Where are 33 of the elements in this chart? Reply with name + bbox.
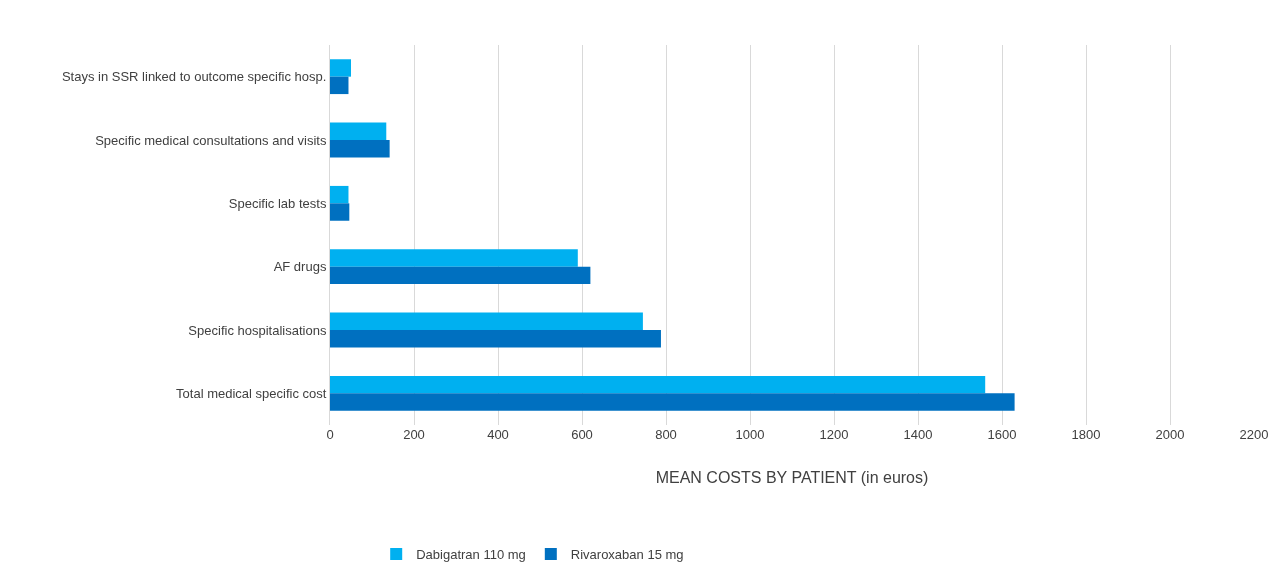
x-tick-label: 200 [403, 427, 425, 442]
x-tick-label: 1400 [903, 427, 933, 442]
bar [330, 330, 661, 348]
x-tick-label: 400 [487, 427, 509, 442]
x-tick-label: 2000 [1155, 427, 1185, 442]
x-tick-label: 2200 [1239, 427, 1269, 442]
x-tick-label: 1600 [987, 427, 1017, 442]
bar [330, 122, 387, 140]
y-tick-label: AF drugs [273, 259, 327, 275]
x-tick-label: 1200 [819, 427, 849, 442]
x-axis-title: MEAN COSTS BY PATIENT (in euros) [655, 468, 929, 486]
bar [330, 203, 350, 221]
bar [330, 185, 349, 204]
bar [330, 59, 351, 77]
x-tick-label: 1000 [735, 427, 765, 442]
y-tick-label: Specific medical consultations and visits [95, 132, 327, 148]
y-tick-label: Specific hospitalisations [188, 322, 327, 338]
x-tick-label: 600 [571, 427, 593, 442]
x-tick-label: 0 [326, 427, 334, 442]
x-tick-label: 1800 [1071, 427, 1101, 442]
y-tick-label: Total medical specific cost [176, 385, 327, 401]
bar [330, 312, 643, 330]
x-tick-label: 800 [655, 427, 677, 442]
bar [330, 249, 578, 267]
y-tick-label: Specific lab tests [228, 195, 327, 211]
y-tick-label: Stays in SSR linked to outcome specific hosp. [61, 69, 327, 85]
bar [330, 393, 1015, 411]
bar [330, 375, 986, 394]
bar [330, 266, 591, 285]
legend-label: Dabigatran 110 mg [416, 547, 526, 563]
bar [330, 76, 349, 95]
bar [330, 140, 390, 158]
legend-label: Rivaroxaban 15 mg [570, 547, 684, 563]
